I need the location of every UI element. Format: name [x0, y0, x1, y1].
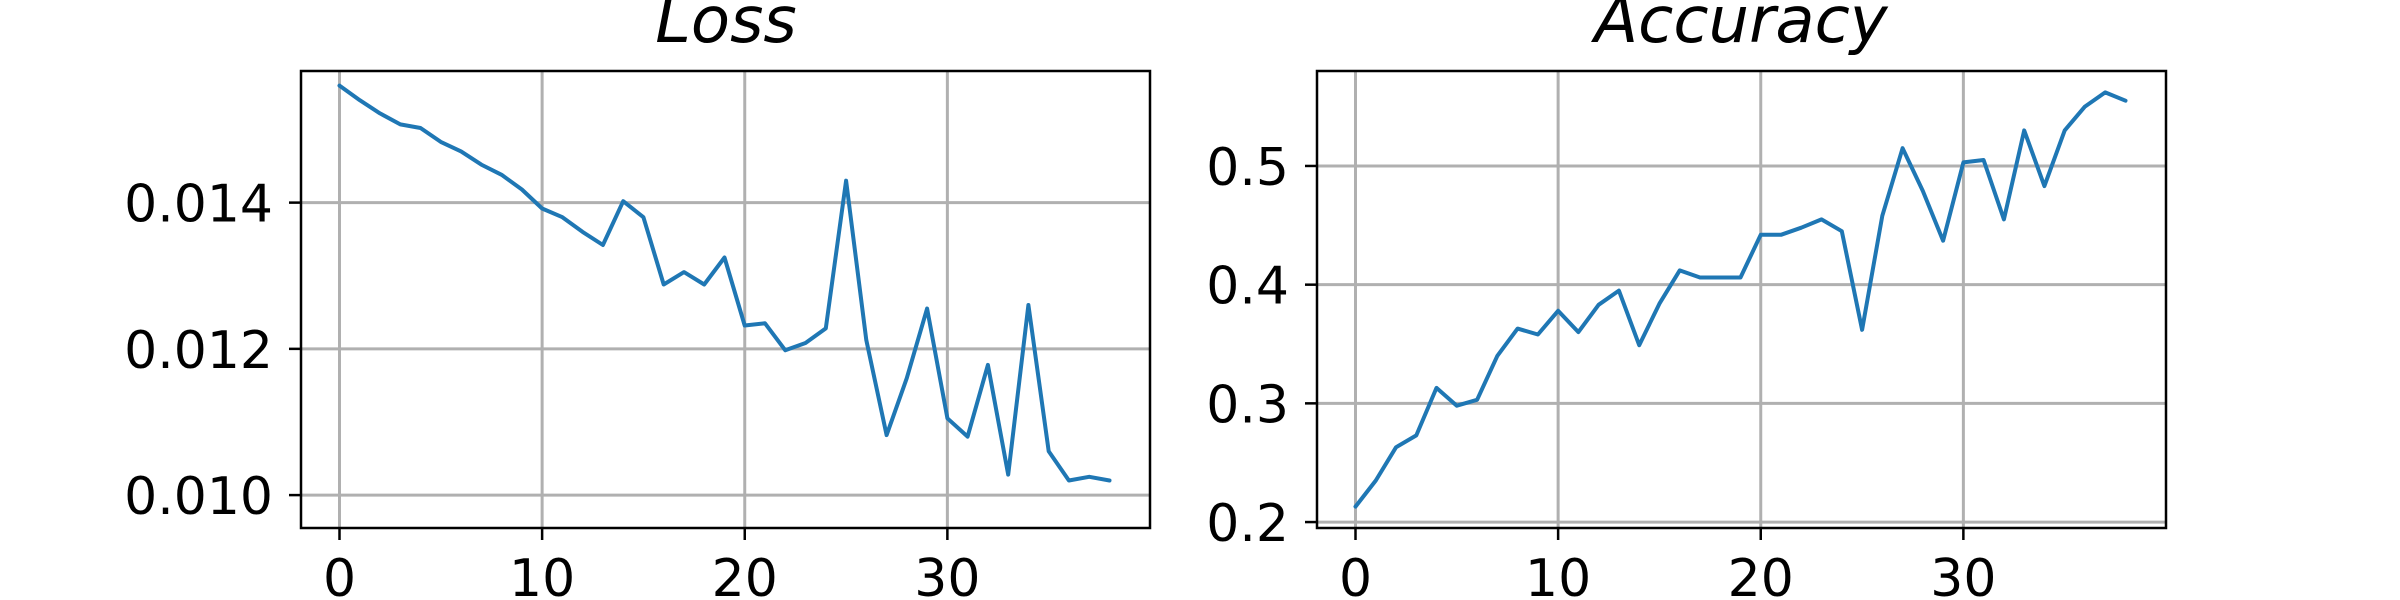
- accuracy-y-axis: 0.2 0.3 0.4 0.5: [1206, 138, 1317, 554]
- loss-y-axis: 0.010 0.012 0.014: [124, 175, 301, 527]
- loss-y-tick-label: 0.014: [124, 175, 273, 235]
- loss-x-tick-label: 20: [712, 549, 778, 600]
- accuracy-y-tick-label: 0.2: [1206, 494, 1289, 554]
- loss-plot-frame: [299, 69, 1152, 530]
- loss-x-axis: 0 10 20 30: [323, 528, 980, 600]
- accuracy-y-tick-label: 0.5: [1206, 138, 1289, 198]
- accuracy-chart: Accuracy 0.2 0.3 0.4 0.5 0 10 20 30: [1206, 0, 2168, 600]
- accuracy-series-line: [1353, 90, 2128, 509]
- accuracy-y-tick-label: 0.4: [1206, 257, 1289, 317]
- accuracy-y-tick-label: 0.3: [1206, 375, 1289, 435]
- accuracy-grid: [1317, 71, 2166, 528]
- accuracy-x-tick-label: 0: [1339, 549, 1372, 600]
- loss-grid: [301, 71, 1150, 528]
- accuracy-title: Accuracy: [1590, 0, 1888, 58]
- accuracy-plot-frame: [1315, 69, 2168, 530]
- loss-y-tick-label: 0.010: [124, 467, 273, 527]
- accuracy-x-axis: 0 10 20 30: [1339, 528, 1996, 600]
- loss-chart: Loss 0.010 0.012 0.014 0 10 20 30: [124, 0, 1152, 600]
- loss-x-tick-label: 10: [509, 549, 575, 600]
- loss-series-line: [337, 83, 1112, 483]
- loss-x-tick-label: 0: [323, 549, 356, 600]
- loss-title: Loss: [655, 0, 797, 58]
- loss-y-tick-label: 0.012: [124, 321, 273, 381]
- accuracy-x-tick-label: 30: [1930, 549, 1996, 600]
- accuracy-x-tick-label: 20: [1728, 549, 1794, 600]
- loss-x-tick-label: 30: [914, 549, 980, 600]
- accuracy-x-tick-label: 10: [1525, 549, 1591, 600]
